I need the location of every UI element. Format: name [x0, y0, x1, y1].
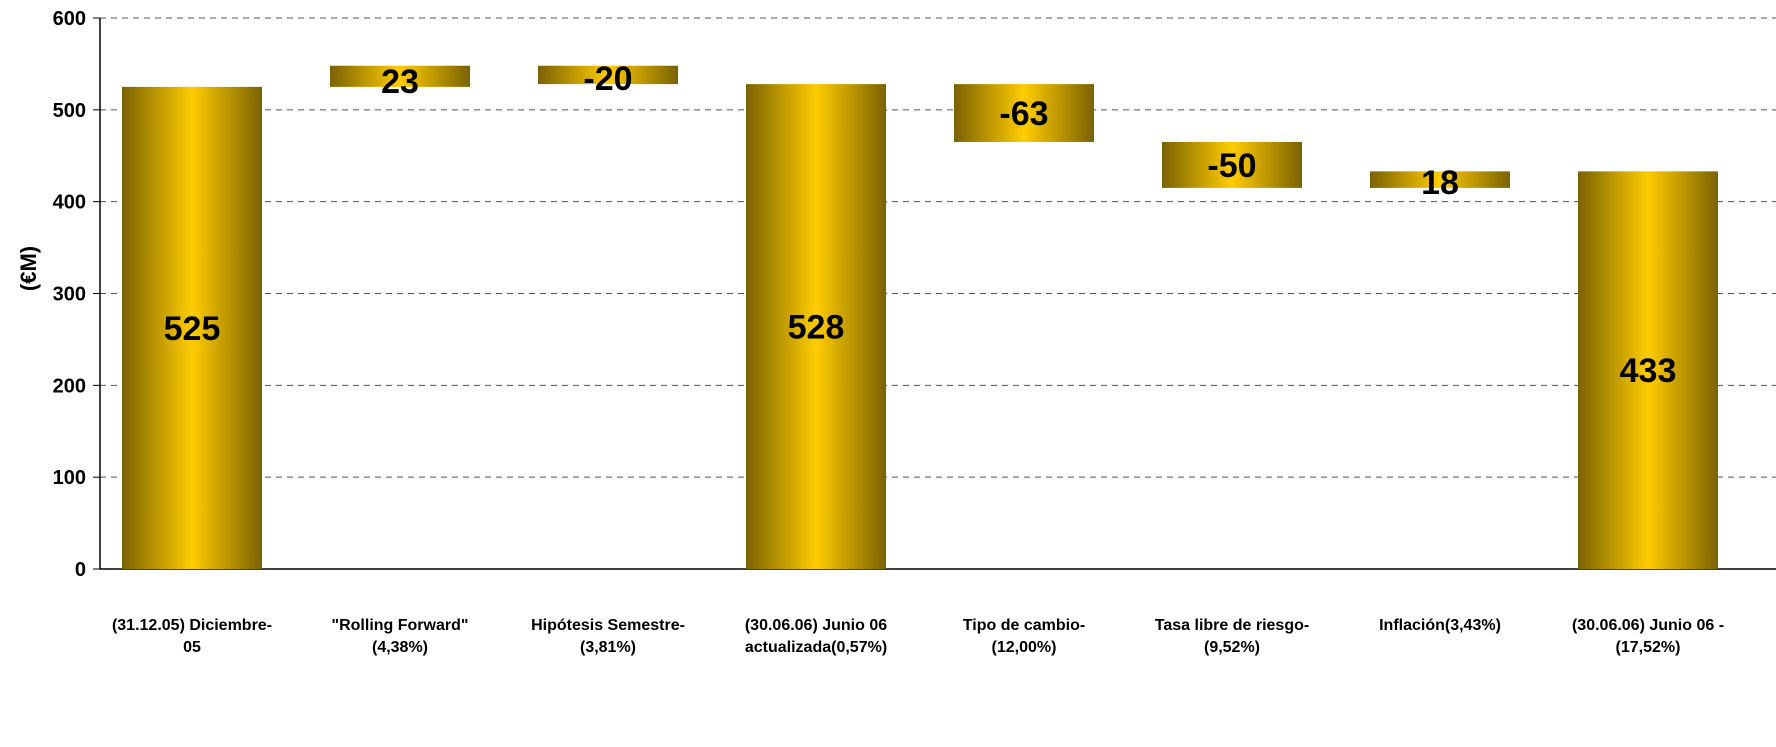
bar — [746, 84, 886, 570]
x-category-label: Tipo de cambio-(12,00%) — [963, 617, 1085, 656]
gridlines — [100, 17, 1776, 478]
bar — [1162, 141, 1302, 188]
y-tick-label: 200 — [53, 375, 86, 397]
x-category-label: Tasa libre de riesgo-(9,52%) — [1155, 617, 1309, 656]
x-category-label: (30.06.06) Junio 06 -(17,52%) — [1572, 617, 1724, 656]
bar-value-label: 528 — [788, 309, 845, 347]
y-tick-label: 400 — [53, 192, 86, 214]
bar — [122, 86, 262, 569]
y-tick-label: 100 — [53, 467, 86, 489]
bar-value-label: -63 — [999, 95, 1048, 133]
x-category-label: (30.06.06) Junio 06 actualizada(0,57%) — [745, 617, 887, 656]
bar-value-label: 23 — [381, 63, 419, 101]
y-tick-label: 500 — [53, 100, 86, 122]
bar-value-label: -20 — [583, 60, 632, 98]
bar-value-label: 433 — [1620, 352, 1677, 390]
bar-value-label: 18 — [1421, 164, 1459, 202]
bar — [330, 65, 470, 87]
bar — [954, 84, 1094, 142]
bar-value-label: 525 — [164, 310, 221, 348]
x-category-label: Hipótesis Semestre-(3,81%) — [531, 617, 685, 656]
y-tick-label: 300 — [53, 284, 86, 306]
y-tick-label: 600 — [53, 8, 86, 30]
x-category-label: (31.12.05) Diciembre-05 — [112, 617, 272, 656]
bar — [1578, 171, 1718, 569]
y-axis-title: (€M) — [16, 246, 41, 291]
bar-value-label: -50 — [1207, 147, 1256, 185]
labels: 0 100 200 300 400 500 600 (€M) 525 (31.12.05) Dic… — [16, 8, 1724, 656]
bar — [1370, 171, 1510, 188]
y-tick-label: 0 — [75, 559, 86, 581]
x-category-label: Inflación(3,43%) — [1379, 617, 1501, 634]
bar — [538, 65, 678, 85]
x-category-label: "Rolling Forward" (4,38%) — [332, 617, 469, 656]
bars — [122, 65, 1718, 570]
axes — [93, 17, 1776, 570]
